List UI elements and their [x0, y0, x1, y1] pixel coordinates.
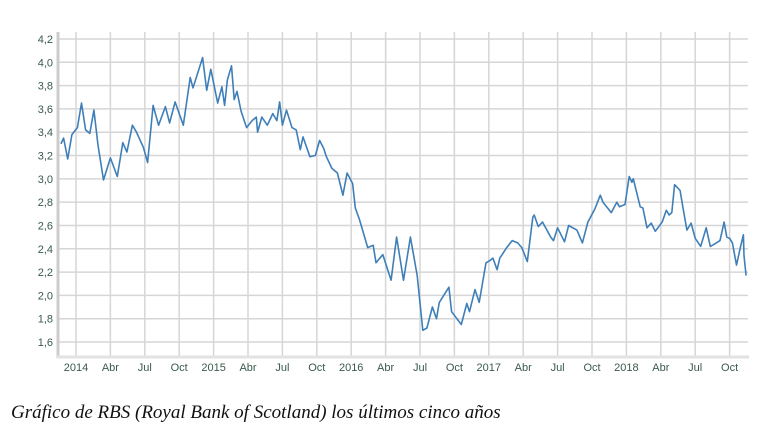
y-tick-label: 2,2: [38, 267, 53, 279]
y-tick-label: 3,2: [38, 151, 53, 163]
x-tick-label: Abr: [652, 362, 669, 374]
axes: [56, 32, 749, 359]
x-tick-label: Abr: [102, 362, 119, 374]
y-tick-label: 4,0: [38, 57, 53, 69]
x-axis-ticks: 2014 Abr Jul Oct 2015 Abr Jul Oct 2016 Abr Jul Oct 2…: [64, 362, 738, 374]
x-tick-label: Jul: [688, 362, 702, 374]
y-tick-label: 1,8: [38, 314, 53, 326]
x-tick-label: Abr: [377, 362, 394, 374]
y-tick-label: 1,6: [38, 337, 53, 349]
x-tick-label: Abr: [515, 362, 532, 374]
y-tick-label: 3,6: [38, 104, 53, 116]
y-tick-label: 3,0: [38, 174, 53, 186]
y-tick-label: 2,6: [38, 220, 53, 232]
y-tick-label: 2,0: [38, 290, 53, 302]
chart-caption: Gráfico de RBS (Royal Bank of Scotland) …: [11, 402, 501, 423]
x-tick-label: Jul: [138, 362, 152, 374]
x-tick-label: Jul: [551, 362, 565, 374]
x-tick-label: Jul: [275, 362, 289, 374]
x-tick-label: 2017: [477, 362, 501, 374]
price-chart: 1,6 1,8 2,0 2,2 2,4 2,6 2,8 3,0 3,2 3,4 3,6 3,8 4,0 4…: [38, 32, 749, 374]
x-tick-label: 2018: [614, 362, 638, 374]
x-tick-label: Oct: [171, 362, 188, 374]
y-axis-ticks: 1,6 1,8 2,0 2,2 2,4 2,6 2,8 3,0 3,2 3,4 3,6 3,8 4,0 4…: [38, 34, 53, 349]
gridlines: [58, 32, 748, 357]
y-tick-label: 2,8: [38, 197, 53, 209]
y-tick-label: 2,4: [38, 244, 53, 256]
x-tick-label: 2015: [201, 362, 225, 374]
x-tick-label: Oct: [721, 362, 738, 374]
x-tick-label: Oct: [308, 362, 325, 374]
price-line: [60, 56, 747, 332]
x-tick-label: Abr: [239, 362, 256, 374]
y-tick-label: 3,8: [38, 81, 53, 93]
x-tick-label: Oct: [583, 362, 600, 374]
y-tick-label: 4,2: [38, 34, 53, 46]
y-tick-label: 3,4: [38, 127, 53, 139]
x-tick-label: 2016: [339, 362, 363, 374]
x-tick-label: 2014: [64, 362, 88, 374]
x-tick-label: Jul: [413, 362, 427, 374]
x-tick-label: Oct: [446, 362, 463, 374]
